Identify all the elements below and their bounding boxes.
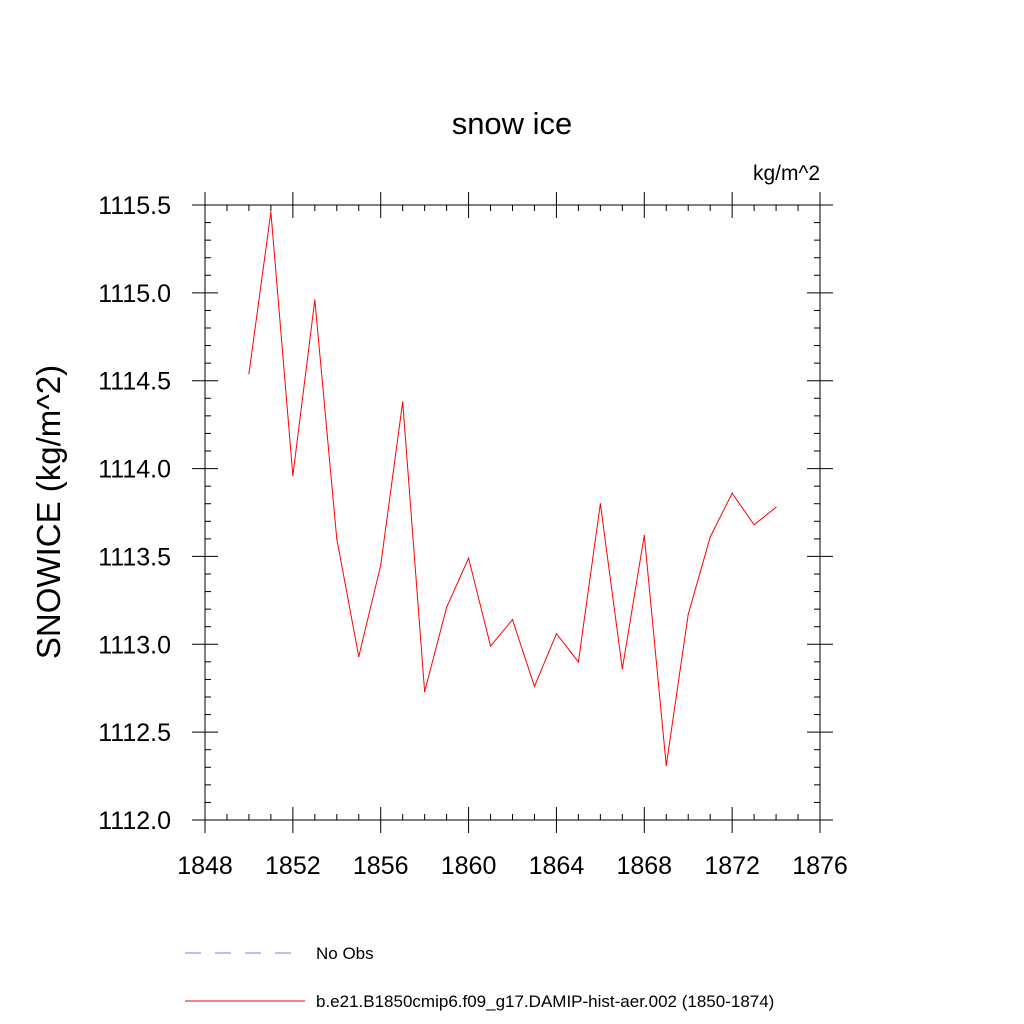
data-point bbox=[314, 299, 316, 301]
y-tick-label: 1114.5 bbox=[98, 368, 171, 396]
minor-ticks bbox=[205, 205, 820, 820]
series-layer bbox=[248, 211, 777, 767]
data-point bbox=[511, 619, 514, 621]
data-point bbox=[402, 401, 404, 403]
data-point bbox=[533, 685, 536, 688]
legend-label-series: b.e21.B1850cmip6.f09_g17.DAMIP-hist-aer.… bbox=[316, 992, 774, 1011]
y-tick-label: 1112.0 bbox=[98, 807, 171, 835]
data-point bbox=[446, 606, 448, 608]
data-point bbox=[599, 503, 601, 505]
x-tick-label: 1856 bbox=[353, 852, 409, 880]
x-tick-label: 1864 bbox=[529, 852, 585, 880]
data-point bbox=[643, 534, 645, 536]
legend: No Obs b.e21.B1850cmip6.f09_g17.DAMIP-hi… bbox=[185, 944, 774, 1011]
data-point bbox=[577, 661, 579, 663]
data-point bbox=[775, 506, 777, 508]
data-point bbox=[336, 538, 338, 540]
y-axis-label: SNOWICE (kg/m^2) bbox=[30, 365, 67, 659]
x-tick-label: 1872 bbox=[704, 852, 760, 880]
series-line-0 bbox=[248, 211, 777, 766]
data-point bbox=[380, 564, 382, 566]
x-tick-label: 1868 bbox=[616, 852, 672, 880]
y-tick-label: 1112.5 bbox=[98, 719, 171, 747]
x-tick-label: 1852 bbox=[265, 852, 321, 880]
y-tick-label: 1115.5 bbox=[98, 192, 171, 220]
legend-label-no-obs: No Obs bbox=[316, 944, 374, 963]
data-point bbox=[467, 557, 470, 559]
data-point bbox=[555, 633, 558, 635]
x-tick-label: 1876 bbox=[792, 852, 848, 880]
x-tick-labels: 1848 1852 1856 1860 1864 1868 1872 1876 bbox=[177, 852, 848, 880]
major-ticks bbox=[192, 192, 833, 833]
data-point bbox=[687, 613, 689, 616]
y-tick-labels: 1112.0 1112.5 1113.0 1113.5 1114.0 1114.5 1115… bbox=[98, 192, 171, 835]
data-point bbox=[358, 655, 360, 658]
data-point bbox=[665, 764, 667, 767]
x-tick-label: 1848 bbox=[177, 852, 233, 880]
data-point bbox=[270, 211, 272, 213]
y-tick-label: 1113.5 bbox=[98, 543, 171, 571]
x-tick-label: 1860 bbox=[441, 852, 497, 880]
chart-title: snow ice bbox=[452, 106, 573, 141]
data-point bbox=[753, 524, 755, 526]
data-point bbox=[489, 645, 492, 647]
data-point bbox=[621, 668, 623, 670]
y-tick-label: 1113.0 bbox=[98, 631, 171, 659]
y-tick-label: 1114.0 bbox=[98, 456, 171, 484]
data-point bbox=[731, 492, 733, 494]
data-point bbox=[248, 373, 250, 375]
y-tick-label: 1115.0 bbox=[98, 280, 171, 308]
data-point bbox=[292, 475, 294, 477]
units-label: kg/m^2 bbox=[753, 162, 820, 185]
data-point bbox=[709, 536, 711, 538]
plot-frame bbox=[204, 204, 821, 821]
data-point bbox=[424, 691, 426, 693]
